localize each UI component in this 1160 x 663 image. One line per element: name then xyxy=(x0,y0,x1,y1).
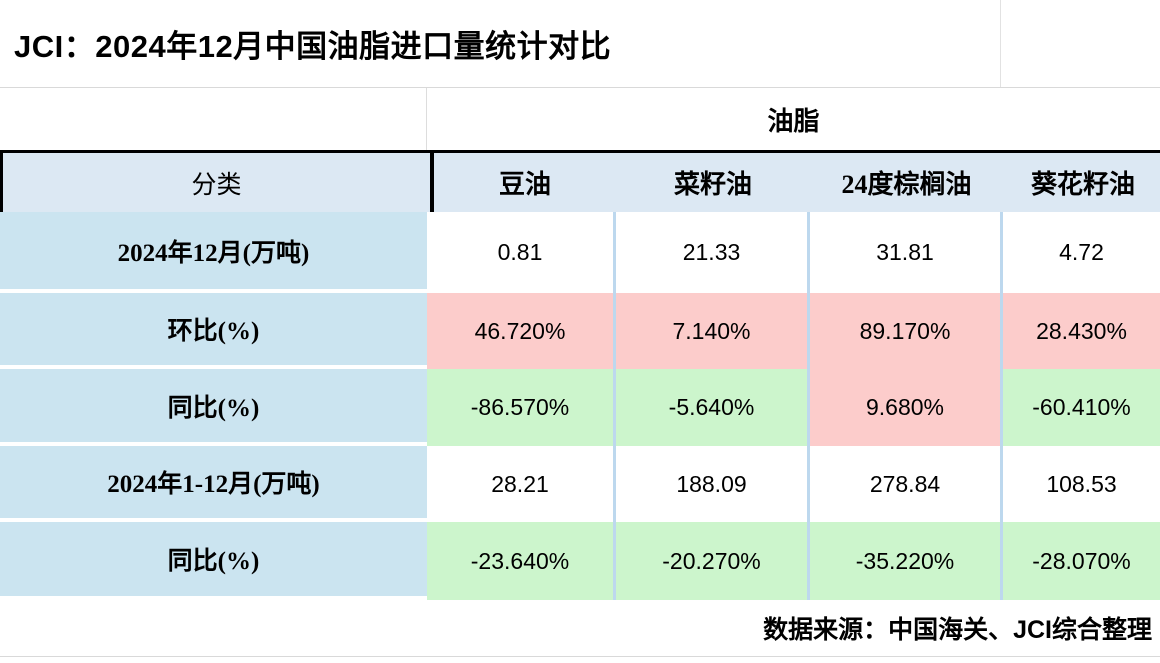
row-label: 环比(%) xyxy=(0,293,427,369)
value-cell: -60.410% xyxy=(1000,369,1160,446)
row-label: 同比(%) xyxy=(0,522,427,600)
value-cell: 188.09 xyxy=(613,446,807,522)
value-cell: -86.570% xyxy=(427,369,613,446)
title-bar: JCI：2024年12月中国油脂进口量统计对比 xyxy=(0,0,1160,88)
group-header-row: 油脂 xyxy=(0,88,1160,150)
table-row: 2024年12月(万吨) 0.81 21.33 31.81 4.72 xyxy=(0,212,1160,293)
column-header-palm-oil: 24度棕榈油 xyxy=(810,153,1003,212)
group-header: 油脂 xyxy=(767,105,820,136)
group-header-spacer xyxy=(0,88,427,150)
data-source-text: 数据来源：中国海关、JCI综合整理 xyxy=(763,616,1152,644)
value-cell: -5.640% xyxy=(613,369,807,446)
value-cell: 31.81 xyxy=(807,212,1000,293)
table-row: 环比(%) 46.720% 7.140% 89.170% 28.430% xyxy=(0,293,1160,369)
value-cell: 28.21 xyxy=(427,446,613,522)
title-cell-divider xyxy=(1000,0,1001,87)
value-cell: 46.720% xyxy=(427,293,613,369)
table-header-row: 分类 豆油 菜籽油 24度棕榈油 葵花籽油 xyxy=(0,150,1160,212)
value-cell: 89.170% xyxy=(807,293,1000,369)
column-header-soybean-oil: 豆油 xyxy=(430,153,616,212)
table-row: 同比(%) -86.570% -5.640% 9.680% -60.410% xyxy=(0,369,1160,446)
row-label: 2024年12月(万吨) xyxy=(0,212,427,293)
table-row: 同比(%) -23.640% -20.270% -35.220% -28.070… xyxy=(0,522,1160,600)
value-cell: 4.72 xyxy=(1000,212,1160,293)
value-cell: -23.640% xyxy=(427,522,613,600)
value-cell: 28.430% xyxy=(1000,293,1160,369)
value-cell: 108.53 xyxy=(1000,446,1160,522)
page-title: JCI：2024年12月中国油脂进口量统计对比 xyxy=(14,29,612,64)
footer: 数据来源：中国海关、JCI综合整理 xyxy=(0,600,1160,657)
table-row: 2024年1-12月(万吨) 28.21 188.09 278.84 108.5… xyxy=(0,446,1160,522)
row-label: 2024年1-12月(万吨) xyxy=(0,446,427,522)
value-cell: 9.680% xyxy=(807,369,1000,446)
value-cell: -28.070% xyxy=(1000,522,1160,600)
value-cell: 278.84 xyxy=(807,446,1000,522)
value-cell: -20.270% xyxy=(613,522,807,600)
column-header-rapeseed-oil: 菜籽油 xyxy=(616,153,810,212)
column-header-sunflower-oil: 葵花籽油 xyxy=(1003,153,1160,212)
value-cell: -35.220% xyxy=(807,522,1000,600)
value-cell: 7.140% xyxy=(613,293,807,369)
row-label: 同比(%) xyxy=(0,369,427,446)
value-cell: 21.33 xyxy=(613,212,807,293)
value-cell: 0.81 xyxy=(427,212,613,293)
category-header: 分类 xyxy=(3,153,430,212)
